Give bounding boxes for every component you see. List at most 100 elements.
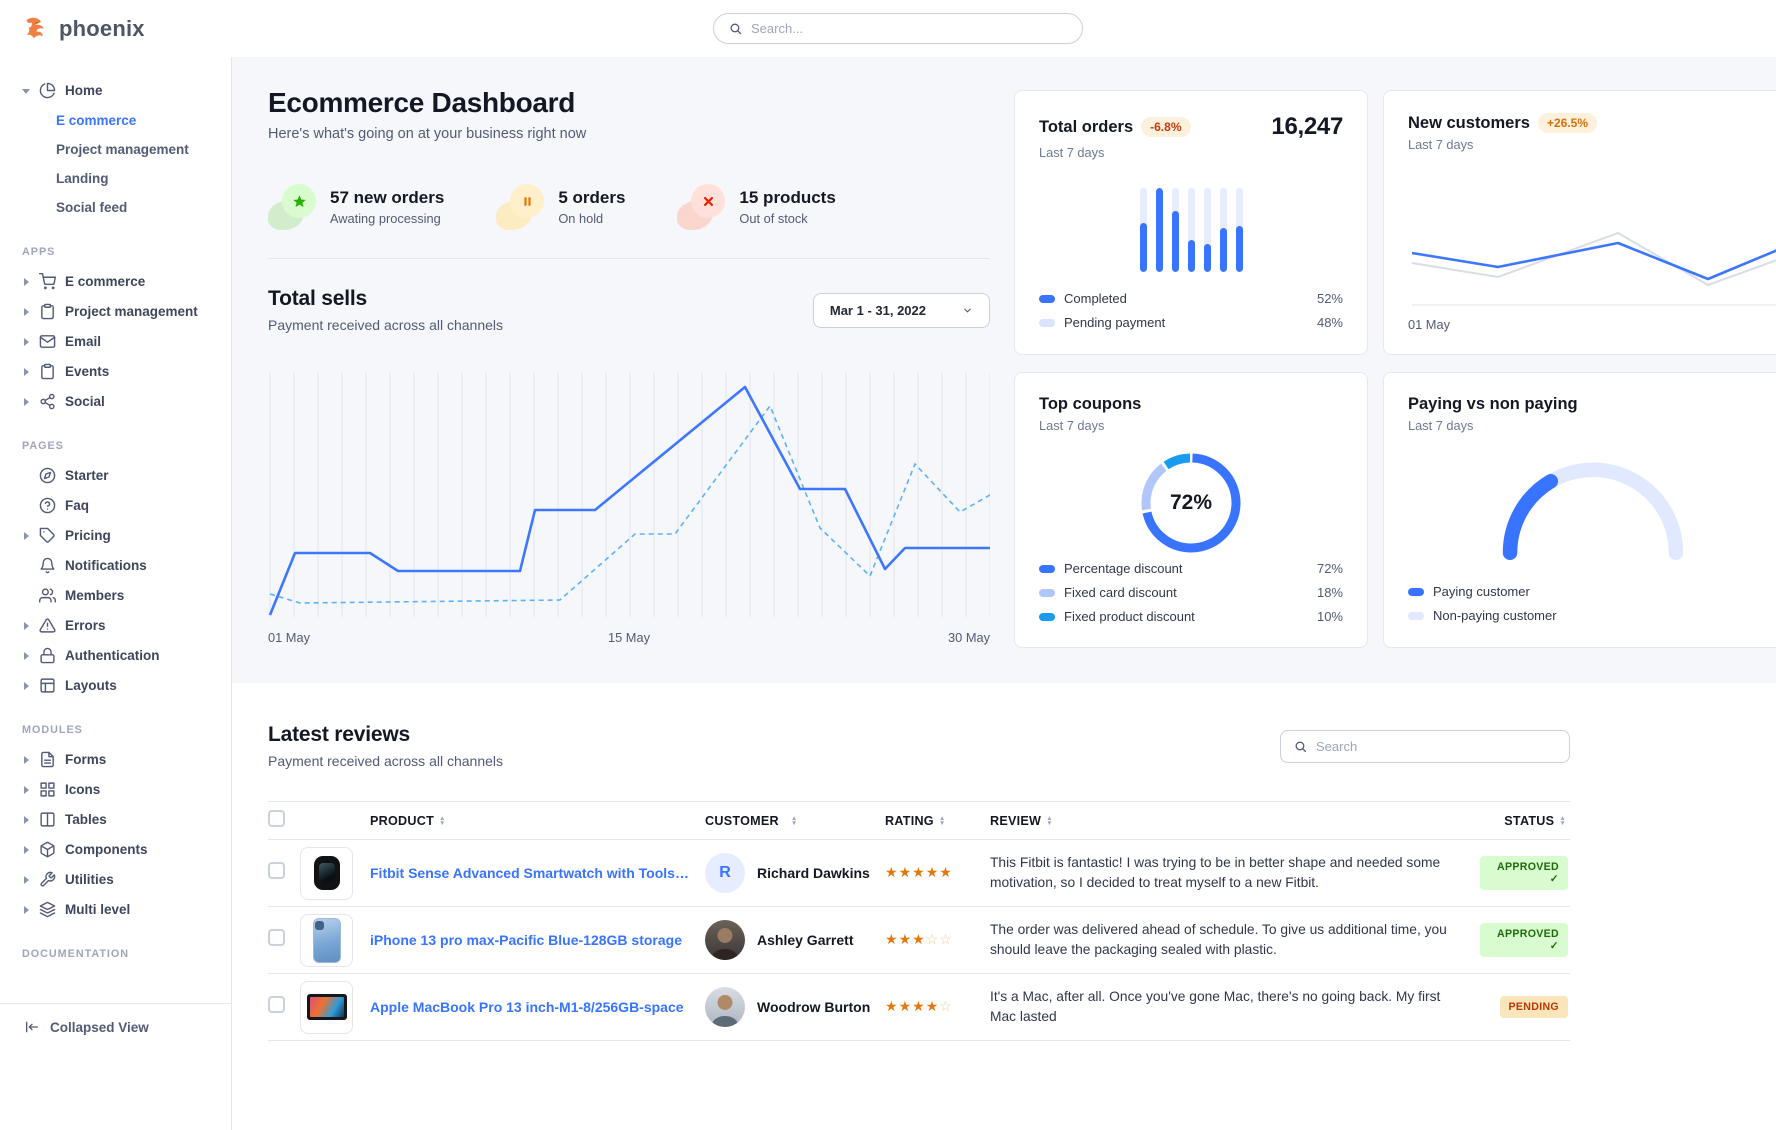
date-range-select[interactable]: Mar 1 - 31, 2022 <box>812 292 990 328</box>
customer-name: Richard Dawkins <box>757 865 870 881</box>
legend-item: Percentage discount 72% <box>1039 559 1343 578</box>
sidebar-item-faq[interactable]: Faq <box>22 490 221 520</box>
sidebar-item-utilities[interactable]: Utilities <box>22 864 221 894</box>
sidebar-item-landing[interactable]: Landing <box>56 171 109 186</box>
sidebar-item-errors[interactable]: Errors <box>22 610 221 640</box>
column-header-customer[interactable]: CUSTOMER ▲ ▼ <box>705 813 798 828</box>
sidebar-item-e-commerce[interactable]: E commerce <box>22 266 221 296</box>
primary-series-line <box>1411 241 1776 281</box>
caret-right-icon <box>22 845 30 854</box>
product-thumbnail[interactable] <box>300 913 353 967</box>
reviews-table: PRODUCT ▲ ▼ CUSTOMER ▲ ▼ RATING ▲ ▼ REVIEW ▲ ▼ STATU… <box>268 801 1570 1041</box>
column-header-rating[interactable]: RATING ▲ ▼ <box>885 813 946 828</box>
sidebar-item-notifications[interactable]: Notifications <box>22 550 221 580</box>
stat-label: Out of stock <box>739 211 808 226</box>
sidebar-item-project-management[interactable]: Project management <box>56 142 189 157</box>
x-axis-label: 30 May <box>948 630 990 645</box>
sidebar-item-icons[interactable]: Icons <box>22 774 221 804</box>
sidebar-item-e-commerce[interactable]: E commerce <box>56 113 137 128</box>
stat-value: 5 orders <box>558 188 626 207</box>
row-checkbox[interactable] <box>268 929 285 946</box>
logo[interactable]: phoenix <box>22 16 145 42</box>
caret-right-icon <box>22 337 30 346</box>
divider <box>268 258 990 259</box>
sidebar-item-members[interactable]: Members <box>22 580 221 610</box>
product-link[interactable]: Fitbit Sense Advanced Smartwatch with To… <box>370 865 690 881</box>
sort-icon: ▲ ▼ <box>790 814 798 827</box>
sidebar-item-email[interactable]: Email <box>22 326 221 356</box>
global-search[interactable] <box>713 13 1083 44</box>
column-header-status[interactable]: STATUS ▲ ▼ <box>1504 813 1566 828</box>
orders-bar-chart <box>1039 188 1343 272</box>
row-checkbox[interactable] <box>268 862 285 879</box>
sidebar-item-project-management[interactable]: Project management <box>22 296 221 326</box>
sidebar-item-label: Errors <box>65 617 106 633</box>
caret-down-icon <box>22 86 30 94</box>
tag-icon <box>39 527 56 544</box>
product-link[interactable]: iPhone 13 pro max-Pacific Blue-128GB sto… <box>370 932 682 948</box>
reviews-search[interactable] <box>1280 729 1570 763</box>
sidebar-item-forms[interactable]: Forms <box>22 744 221 774</box>
stat-value: 57 new orders <box>330 188 445 207</box>
collapsed-view-toggle[interactable]: Collapsed View <box>0 1003 231 1050</box>
sidebar-item-multi-level[interactable]: Multi level <box>22 894 221 924</box>
grid-icon <box>39 781 56 798</box>
legend-swatch <box>1039 564 1055 573</box>
reviews-title: Latest reviews <box>268 723 410 746</box>
page-title: Ecommerce Dashboard <box>268 87 576 118</box>
table-header-row: PRODUCT ▲ ▼ CUSTOMER ▲ ▼ RATING ▲ ▼ REVIEW ▲ ▼ STATU… <box>268 801 1570 840</box>
legend-label: Completed <box>1064 291 1127 306</box>
stat-label: On hold <box>558 211 604 226</box>
share-icon <box>39 393 56 410</box>
card-period: Last 7 days <box>1039 418 1105 433</box>
product-thumbnail[interactable] <box>300 980 353 1034</box>
search-input[interactable] <box>751 21 1067 36</box>
table-row: Fitbit Sense Advanced Smartwatch with To… <box>268 840 1570 907</box>
sidebar-item-social-feed[interactable]: Social feed <box>56 200 128 215</box>
sidebar-item-components[interactable]: Components <box>22 834 221 864</box>
sidebar-item-pricing[interactable]: Pricing <box>22 520 221 550</box>
paying-gauge-chart <box>1408 449 1776 561</box>
avatar <box>705 920 745 960</box>
column-header-product[interactable]: PRODUCT ▲ ▼ <box>370 813 446 828</box>
main-content: Ecommerce Dashboard Here's what's going … <box>232 57 1776 1130</box>
review-text: It's a Mac, after all. Once you've gone … <box>990 989 1441 1024</box>
sidebar-item-events[interactable]: Events <box>22 356 221 386</box>
sidebar-item-label: Utilities <box>65 871 114 887</box>
mail-icon <box>39 333 56 350</box>
column-header-review[interactable]: REVIEW ▲ ▼ <box>990 813 1053 828</box>
select-all-checkbox[interactable] <box>268 809 285 827</box>
product-link[interactable]: Apple MacBook Pro 13 inch-M1-8/256GB-spa… <box>370 999 684 1015</box>
rating-stars: ★★★★★ <box>885 864 990 882</box>
legend-value: 10% <box>1316 609 1343 624</box>
caret-right-icon <box>22 397 30 406</box>
caret-right-icon <box>22 755 30 764</box>
star-icon <box>268 184 316 230</box>
card-title: Top coupons <box>1039 395 1142 413</box>
legend-value: 18% <box>1316 585 1343 600</box>
sidebar-item-authentication[interactable]: Authentication <box>22 640 221 670</box>
wrench-icon <box>39 871 56 888</box>
bell-icon <box>39 557 56 574</box>
package-icon <box>39 841 56 858</box>
sidebar-item-tables[interactable]: Tables <box>22 804 221 834</box>
row-checkbox[interactable] <box>268 996 285 1013</box>
legend-value: 52% <box>1316 291 1343 306</box>
sidebar-item-home[interactable]: Home <box>22 75 221 105</box>
reviews-search-input[interactable] <box>1316 738 1556 754</box>
legend-label: Non-paying customer <box>1433 608 1557 623</box>
card-period: Last 7 days <box>1408 137 1474 152</box>
x-axis-label: 01 May <box>268 630 310 645</box>
sidebar-item-label: Multi level <box>65 901 131 917</box>
review-text: This Fitbit is fantastic! I was trying t… <box>990 855 1441 890</box>
collapsed-view-label: Collapsed View <box>50 1019 149 1035</box>
collapse-icon <box>26 1021 38 1033</box>
product-thumbnail[interactable] <box>300 846 353 900</box>
sidebar-item-social[interactable]: Social <box>22 386 221 416</box>
sidebar-item-starter[interactable]: Starter <box>22 460 221 490</box>
pie-chart-icon <box>39 82 56 99</box>
users-icon <box>39 587 56 604</box>
clipboard-icon <box>39 363 56 380</box>
paying-vs-nonpaying-card: Paying vs non paying Last 7 days Paying … <box>1383 372 1776 648</box>
sidebar-item-layouts[interactable]: Layouts <box>22 670 221 700</box>
